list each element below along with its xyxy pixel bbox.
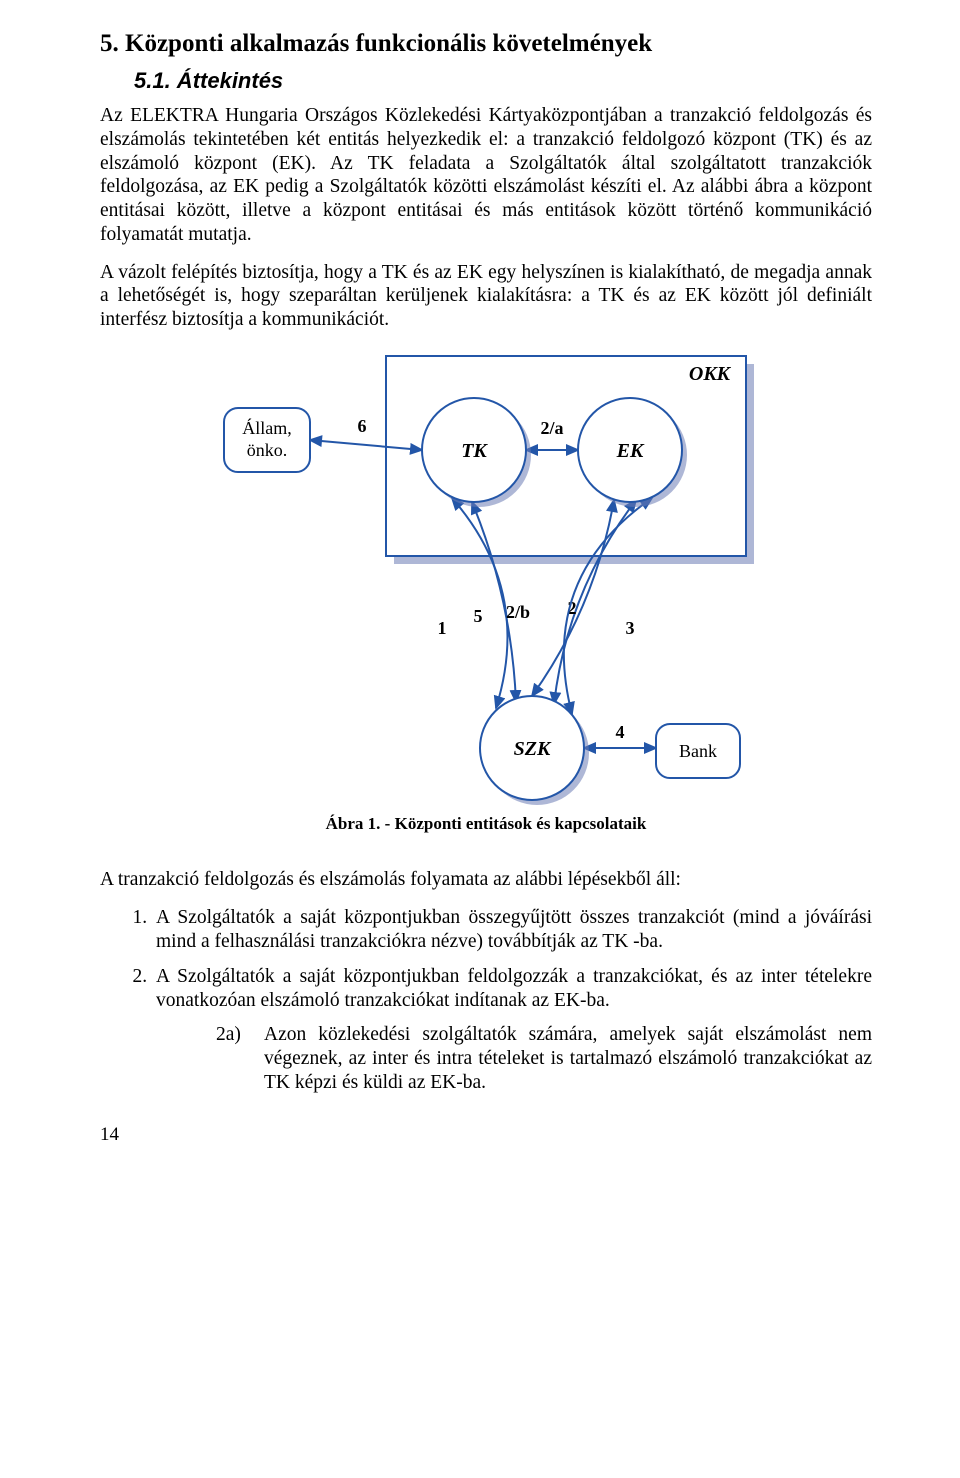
svg-text:2/a: 2/a xyxy=(540,418,563,438)
svg-text:OKK: OKK xyxy=(689,363,732,385)
page-number: 14 xyxy=(100,1124,872,1146)
figure-caption: Ábra 1. - Központi entitások és kapcsola… xyxy=(100,814,872,834)
svg-text:SZK: SZK xyxy=(514,738,552,760)
step-1: A Szolgáltatók a saját központjukban öss… xyxy=(152,906,872,954)
diagram: OKK62/a152/b234TKEKSZKÁllam,önko.Bank xyxy=(216,346,756,806)
steps-intro: A tranzakció feldolgozás és elszámolás f… xyxy=(100,868,872,892)
svg-text:1: 1 xyxy=(438,618,447,638)
step-2a: 2a) Azon közlekedési szolgáltatók számár… xyxy=(216,1023,872,1094)
steps-list: A Szolgáltatók a saját központjukban öss… xyxy=(100,906,872,1094)
svg-text:EK: EK xyxy=(616,440,645,462)
svg-text:3: 3 xyxy=(626,618,635,638)
section-heading: 5. Központi alkalmazás funkcionális köve… xyxy=(100,30,872,58)
svg-text:TK: TK xyxy=(461,440,488,462)
svg-text:önko.: önko. xyxy=(247,440,288,460)
paragraph-2: A vázolt felépítés biztosítja, hogy a TK… xyxy=(100,261,872,332)
step-2a-text: Azon közlekedési szolgáltatók számára, a… xyxy=(264,1023,872,1094)
svg-text:5: 5 xyxy=(474,606,483,626)
svg-text:Állam,: Állam, xyxy=(242,417,292,438)
step-2: A Szolgáltatók a saját központjukban fel… xyxy=(152,965,872,1094)
svg-text:Bank: Bank xyxy=(679,741,717,761)
svg-text:4: 4 xyxy=(616,722,625,742)
svg-text:2/b: 2/b xyxy=(506,602,530,622)
svg-text:6: 6 xyxy=(358,416,367,436)
subsection-heading: 5.1. Áttekintés xyxy=(134,68,872,94)
step-2-text: A Szolgáltatók a saját központjukban fel… xyxy=(156,966,872,1011)
step-2a-label: 2a) xyxy=(216,1023,264,1094)
paragraph-1: Az ELEKTRA Hungaria Országos Közlekedési… xyxy=(100,104,872,247)
figure-container: OKK62/a152/b234TKEKSZKÁllam,önko.Bank xyxy=(100,346,872,806)
